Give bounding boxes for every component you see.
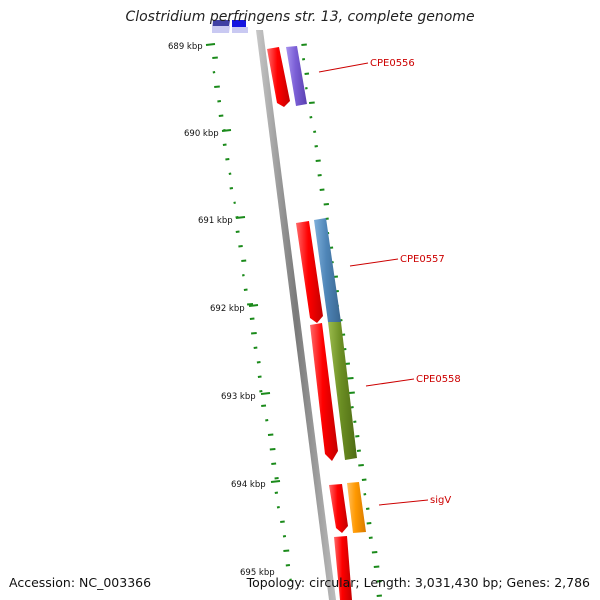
gc-dash [363,493,367,496]
accession-text: Accession: NC_003366 [9,575,152,590]
gc-dash [249,317,255,320]
gene-cpe0556-red [267,47,290,107]
gene-cpe0556-purple [286,46,307,106]
tick-label-689kbp: 689 kbp [168,42,203,52]
gc-dash [304,72,310,75]
gc-dash [261,404,267,407]
gc-dash [241,259,247,262]
gene-bottom-red [334,536,352,600]
gc-dash [314,145,318,148]
tick-label-693kbp: 693 kbp [221,392,256,402]
gc-dash [228,172,232,175]
gc-skew-track-left [212,56,292,581]
gc-dash [365,507,370,510]
gene-cpe0558-olive [328,322,357,460]
gc-dash [218,114,224,117]
gene-top-lavender-1 [212,26,230,33]
gc-dash [253,346,258,349]
gene-cpe0557-steelblue [314,218,341,322]
gc-dash [225,158,230,161]
tick-label-691kbp: 691 kbp [198,216,233,226]
gc-dash [222,143,227,146]
gc-dash [373,565,380,568]
gc-dash [285,564,291,567]
gc-dash [283,549,290,552]
gc-dash [274,477,279,480]
gene-label-cpe0558[interactable]: CPE0558 [416,374,461,385]
gc-dash [376,580,382,583]
tick-label-695kbp: 695 kbp [240,568,275,578]
gc-dash [229,187,234,190]
tick-label-690kbp: 690 kbp [184,129,219,139]
gc-dash [269,448,276,451]
gc-dash [238,245,243,248]
gc-dash [376,594,382,597]
gene-cpe0558-red [310,323,338,461]
gene-top-lavender-2 [232,27,248,33]
gc-dash [349,391,355,394]
gc-dash [280,520,285,523]
gc-dash [271,462,277,465]
gene-sigv-orange [347,482,366,533]
gc-dash [309,101,315,104]
gene-label-cpe0557[interactable]: CPE0557 [400,254,445,265]
gc-dash [265,419,269,422]
gc-dash [214,85,220,88]
gc-dash [267,433,274,436]
gc-dash [276,506,280,509]
gc-dash [323,203,329,206]
gc-dash [212,71,216,74]
gc-dash [356,449,361,452]
tick-label-694kbp: 694 kbp [231,480,266,490]
gc-dash [235,230,240,233]
gene-label-sigv[interactable]: sigV [430,495,451,506]
gene-label-cpe0556[interactable]: CPE0556 [370,58,415,69]
gc-dash [304,87,308,90]
gc-dash [361,478,367,481]
gc-dash [233,201,236,204]
gc-dash [301,43,307,46]
gc-dash [257,375,262,378]
genome-summary-text: Topology: circular; Length: 3,031,430 bp… [246,575,590,590]
gene-sigv-red [329,484,348,533]
gc-dash [366,522,372,525]
gc-dash [358,464,364,467]
gc-dash [319,188,325,191]
gc-dash [247,303,254,306]
gc-dash [217,100,222,103]
gc-dash [353,420,357,423]
gc-dash [313,130,317,133]
gc-dash [289,578,292,581]
label-leaders [318,62,429,506]
gc-dash [371,551,378,554]
gc-dash [350,406,354,409]
gc-dash [315,159,321,162]
gc-dash [251,332,257,335]
gc-dash [274,491,279,494]
gc-dash [241,274,245,277]
gc-dash [347,377,354,380]
genome-title: Clostridium perfringens str. 13, complet… [125,9,475,25]
gc-dash [317,174,322,177]
gc-dash [309,116,313,119]
gene-cpe0557-red [296,221,323,323]
gc-dash [212,56,218,59]
gc-dash [259,390,263,393]
gc-dash [355,435,360,438]
tick-marks [205,43,281,483]
gc-dash [256,361,261,364]
gc-dash [243,288,248,291]
genome-backbone [256,30,336,600]
gc-dash [368,536,373,539]
gc-dash [282,535,287,538]
tick-label-692kbp: 692 kbp [210,304,245,314]
gc-dash [302,58,306,61]
